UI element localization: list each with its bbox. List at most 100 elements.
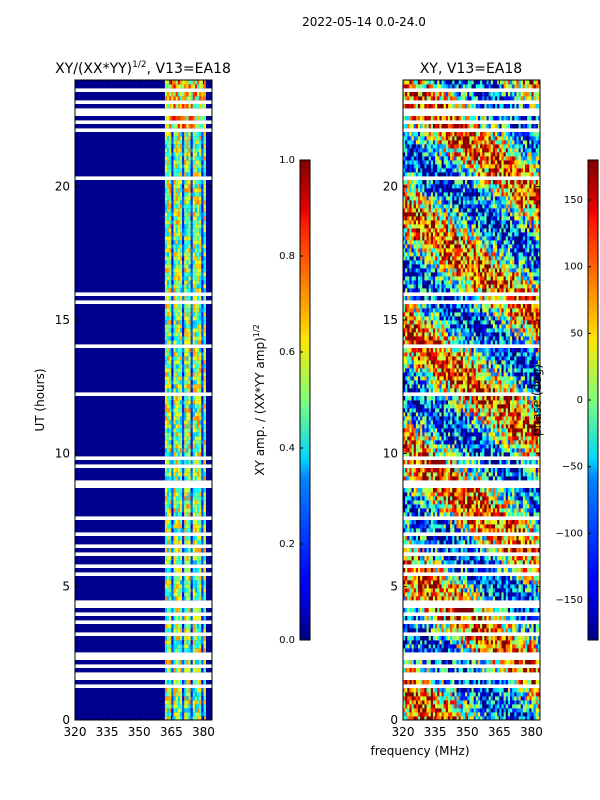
heatmap-cell	[164, 416, 168, 421]
heatmap-cell	[460, 560, 464, 565]
heatmap-cell	[201, 404, 204, 409]
heatmap-cell	[441, 524, 445, 529]
heatmap-cell	[465, 556, 468, 561]
heatmap-cell	[179, 580, 183, 585]
heatmap-cell	[177, 400, 181, 405]
heatmap-cell	[177, 152, 181, 157]
heatmap-cell	[484, 688, 487, 693]
heatmap-cell	[188, 476, 191, 481]
heatmap-cell	[197, 196, 200, 201]
heatmap-cell	[411, 696, 415, 701]
heatmap-cell	[484, 548, 487, 553]
heatmap-cell	[490, 596, 494, 601]
heatmap-cell	[501, 660, 505, 665]
heatmap-cell	[203, 524, 206, 529]
heatmap-cell	[505, 520, 509, 525]
heatmap-cell	[167, 644, 170, 649]
heatmap-cell	[533, 696, 537, 701]
heatmap-cell	[432, 576, 436, 581]
heatmap-cell	[465, 628, 468, 633]
heatmap-cell	[188, 360, 191, 365]
heatmap-cell	[417, 524, 421, 529]
heatmap-cell	[194, 240, 198, 245]
heatmap-cell	[435, 512, 438, 517]
heatmap-cell	[411, 624, 415, 629]
heatmap-cell	[197, 104, 200, 109]
heatmap-cell	[169, 208, 172, 213]
heatmap-cell	[486, 640, 490, 645]
heatmap-cell	[520, 668, 524, 673]
heatmap-cell	[497, 568, 500, 573]
heatmap-cell	[460, 540, 464, 545]
heatmap-cell	[450, 548, 453, 553]
heatmap-cell	[164, 608, 168, 613]
heatmap-cell	[454, 688, 457, 693]
heatmap-cell	[169, 304, 172, 309]
heatmap-cell	[184, 536, 187, 541]
heatmap-cell	[164, 92, 168, 97]
heatmap-cell	[192, 416, 196, 421]
heatmap-cell	[164, 504, 168, 509]
heatmap-cell	[417, 520, 421, 525]
heatmap-cell	[175, 260, 179, 265]
heatmap-cell	[192, 512, 196, 517]
heatmap-cell	[186, 104, 189, 109]
heatmap-cell	[203, 104, 206, 109]
heatmap-cell	[199, 148, 202, 153]
heatmap-cell	[171, 584, 174, 589]
heatmap-cell	[495, 624, 498, 629]
heatmap-cell	[173, 92, 177, 97]
heatmap-cell	[505, 616, 509, 621]
heatmap-cell	[503, 548, 507, 553]
heatmap-cell	[192, 360, 196, 365]
heatmap-cell	[520, 648, 524, 653]
heatmap-cell	[441, 704, 445, 709]
heatmap-cell	[167, 360, 170, 365]
heatmap-cell	[454, 560, 457, 565]
heatmap-cell	[467, 648, 470, 653]
heatmap-cell	[411, 660, 415, 665]
heatmap-cell	[499, 608, 502, 613]
heatmap-cell	[171, 644, 174, 649]
heatmap-cell	[462, 708, 466, 713]
heatmap-cell	[192, 488, 196, 493]
heatmap-row	[75, 640, 212, 645]
heatmap-cell	[439, 648, 442, 653]
heatmap-cell	[512, 592, 515, 597]
heatmap-cell	[450, 508, 453, 513]
heatmap-cell	[520, 696, 524, 701]
heatmap-cell	[492, 540, 496, 545]
heatmap-cell	[495, 636, 498, 641]
heatmap-cell	[443, 556, 447, 561]
heatmap-cell	[175, 368, 179, 373]
heatmap-cell	[447, 640, 451, 645]
heatmap-cell	[456, 640, 460, 645]
heatmap-cell	[171, 92, 174, 97]
heatmap-cell	[441, 692, 445, 697]
heatmap-cell	[201, 624, 204, 629]
heatmap-cell	[201, 536, 204, 541]
heatmap-cell	[188, 524, 191, 529]
heatmap-cell	[179, 312, 183, 317]
heatmap-cell	[510, 644, 513, 649]
heatmap-cell	[173, 396, 177, 401]
heatmap-cell	[167, 512, 170, 517]
heatmap-cell	[182, 696, 185, 701]
heatmap-cell	[179, 372, 183, 377]
heatmap-cell	[503, 540, 507, 545]
heatmap-cell	[452, 512, 455, 517]
heatmap-cell	[179, 320, 183, 325]
heatmap-cell	[525, 688, 528, 693]
heatmap-cell	[486, 696, 490, 701]
heatmap-cell	[537, 708, 540, 713]
heatmap-cell	[192, 332, 196, 337]
heatmap-cell	[488, 608, 492, 613]
heatmap-cell	[471, 688, 475, 693]
heatmap-cell	[179, 436, 183, 441]
heatmap-cell	[533, 576, 537, 581]
heatmap-cell	[467, 644, 470, 649]
heatmap-cell	[169, 452, 172, 457]
heatmap-row	[75, 244, 212, 249]
heatmap-cell	[510, 596, 513, 601]
heatmap-cell	[188, 624, 191, 629]
